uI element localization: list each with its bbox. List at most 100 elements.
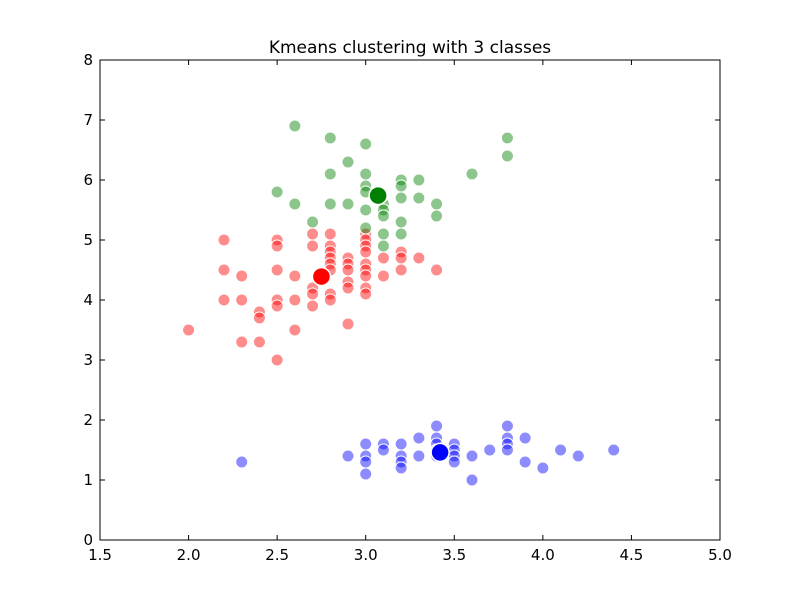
data-point	[483, 443, 497, 457]
data-point	[288, 119, 302, 133]
data-point	[270, 239, 284, 253]
y-tick-label: 2	[83, 411, 93, 429]
data-point	[394, 263, 408, 277]
data-point	[288, 197, 302, 211]
data-point	[430, 263, 444, 277]
y-tick-label: 6	[83, 171, 93, 189]
data-point	[394, 215, 408, 229]
series-2	[235, 419, 621, 487]
data-point	[341, 317, 355, 331]
data-point	[359, 269, 373, 283]
data-point	[430, 197, 444, 211]
data-point	[412, 449, 426, 463]
data-point	[235, 269, 249, 283]
data-point	[306, 299, 320, 313]
data-point	[270, 185, 284, 199]
x-tick-label: 4.5	[619, 546, 643, 564]
data-point	[536, 461, 550, 475]
data-point	[359, 467, 373, 481]
data-point	[447, 455, 461, 469]
data-point	[341, 197, 355, 211]
data-point	[376, 251, 390, 265]
data-point	[306, 239, 320, 253]
y-tick-label: 1	[83, 471, 93, 489]
data-point	[235, 293, 249, 307]
data-point	[323, 167, 337, 181]
x-tick-label: 1.5	[88, 546, 112, 564]
series-0	[182, 227, 444, 367]
data-point	[394, 227, 408, 241]
data-point	[306, 215, 320, 229]
data-point	[341, 155, 355, 169]
data-point	[359, 137, 373, 151]
data-point	[571, 449, 585, 463]
data-point	[394, 251, 408, 265]
data-point	[465, 473, 479, 487]
axis-ticks: 1.5 2.0 2.5 3.0 3.5 4.0 4.5 5.0 0 1 2 3 4 5 6 7 8	[83, 51, 731, 564]
cluster-center-1	[368, 185, 388, 206]
y-tick-label: 5	[83, 231, 93, 249]
data-point	[252, 311, 266, 325]
data-point	[518, 431, 532, 445]
chart-title: Kmeans clustering with 3 classes	[269, 38, 551, 58]
data-point	[430, 419, 444, 433]
data-point	[323, 293, 337, 307]
data-point	[554, 443, 568, 457]
data-point	[518, 455, 532, 469]
data-point	[412, 251, 426, 265]
data-point	[412, 173, 426, 187]
data-point	[376, 227, 390, 241]
data-point	[359, 167, 373, 181]
cluster-center-2	[430, 442, 450, 463]
x-tick-label: 3.5	[442, 546, 466, 564]
data-point	[288, 293, 302, 307]
data-point	[394, 179, 408, 193]
data-point	[359, 245, 373, 259]
data-point	[359, 203, 373, 217]
data-point	[288, 269, 302, 283]
data-point	[217, 293, 231, 307]
data-point	[359, 221, 373, 235]
data-point	[500, 419, 514, 433]
data-point	[465, 167, 479, 181]
data-point	[394, 461, 408, 475]
data-point	[217, 263, 231, 277]
data-point	[500, 149, 514, 163]
x-tick-label: 3.0	[354, 546, 378, 564]
data-point	[182, 323, 196, 337]
data-point	[341, 449, 355, 463]
data-point	[341, 263, 355, 277]
data-point	[500, 131, 514, 145]
data-point	[252, 335, 266, 349]
series-1	[270, 119, 514, 253]
data-point	[306, 287, 320, 301]
data-point	[430, 209, 444, 223]
y-tick-label: 3	[83, 351, 93, 369]
data-point	[323, 131, 337, 145]
data-point	[412, 191, 426, 205]
x-tick-label: 4.0	[531, 546, 555, 564]
data-point	[270, 263, 284, 277]
data-point	[359, 287, 373, 301]
x-tick-label: 2.0	[177, 546, 201, 564]
data-point	[465, 449, 479, 463]
data-point	[217, 233, 231, 247]
data-point	[394, 437, 408, 451]
data-point	[376, 209, 390, 223]
data-point	[500, 443, 514, 457]
data-point	[270, 299, 284, 313]
x-tick-label: 2.5	[265, 546, 289, 564]
data-point	[394, 191, 408, 205]
data-point	[359, 455, 373, 469]
data-point	[376, 269, 390, 283]
data-point	[270, 353, 284, 367]
data-point	[306, 227, 320, 241]
data-point	[341, 281, 355, 295]
data-point	[235, 455, 249, 469]
data-point	[412, 431, 426, 445]
y-tick-label: 7	[83, 111, 93, 129]
data-point	[323, 197, 337, 211]
data-point	[376, 239, 390, 253]
